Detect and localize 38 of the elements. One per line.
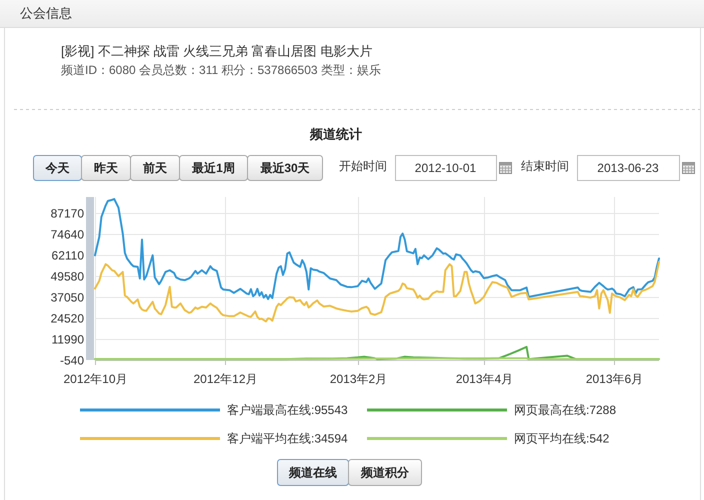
legend-item: 客户端平均在线:34594 [80, 432, 348, 446]
text: 最近30天 [259, 161, 311, 175]
chart-title: 频道统计 [309, 126, 362, 142]
x-tick-label: 2012年10月 [63, 372, 128, 386]
text: [影视] 不二神探 战雷 火线三兄弟 富春山居图 电影大片 [61, 44, 372, 58]
y-tick-label: 74640 [50, 228, 84, 242]
text: 公会信息 [20, 6, 72, 20]
legend-item: 网页平均在线:542 [367, 432, 610, 446]
line-series [94, 198, 660, 300]
text: 最近1周 [191, 161, 235, 175]
text: 频道ID：6080 会员总数：311 积分：537866503 类型：娱乐 [61, 63, 381, 77]
y-tick-label: -540 [60, 354, 84, 368]
y-tick-label: 37050 [50, 290, 84, 304]
y-tick-label: 49580 [50, 270, 84, 284]
text: 2012-10-01 [414, 161, 477, 175]
y-tick-label: 87170 [50, 206, 84, 220]
text: 前天 [142, 161, 168, 175]
legend-label: 网页最高在线:7288 [514, 403, 616, 417]
text: 结束时间 [521, 159, 569, 173]
x-tick-label: 2013年6月 [586, 372, 644, 386]
text: 今天 [44, 161, 70, 175]
legend-label: 客户端最高在线:95543 [227, 403, 348, 417]
x-tick-label: 2013年2月 [330, 372, 388, 386]
text: 开始时间 [339, 159, 387, 173]
y-tick-label: 24520 [50, 312, 84, 326]
text: 频道在线 [288, 466, 337, 480]
x-tick-label: 2012年12月 [193, 372, 258, 386]
text: 频道积分 [360, 466, 410, 480]
legend-label: 网页平均在线:542 [514, 432, 610, 446]
x-tick-label: 2013年4月 [456, 372, 514, 386]
legend-item: 网页最高在线:7288 [367, 403, 616, 417]
legend-label: 客户端平均在线:34594 [227, 432, 348, 446]
y-tick-label: 62110 [52, 248, 84, 262]
text: 昨天 [94, 161, 119, 175]
legend-item: 客户端最高在线:95543 [80, 403, 348, 417]
line-series [94, 260, 660, 322]
y-tick-label: 11990 [52, 332, 84, 346]
text: 2013-06-23 [597, 161, 660, 175]
